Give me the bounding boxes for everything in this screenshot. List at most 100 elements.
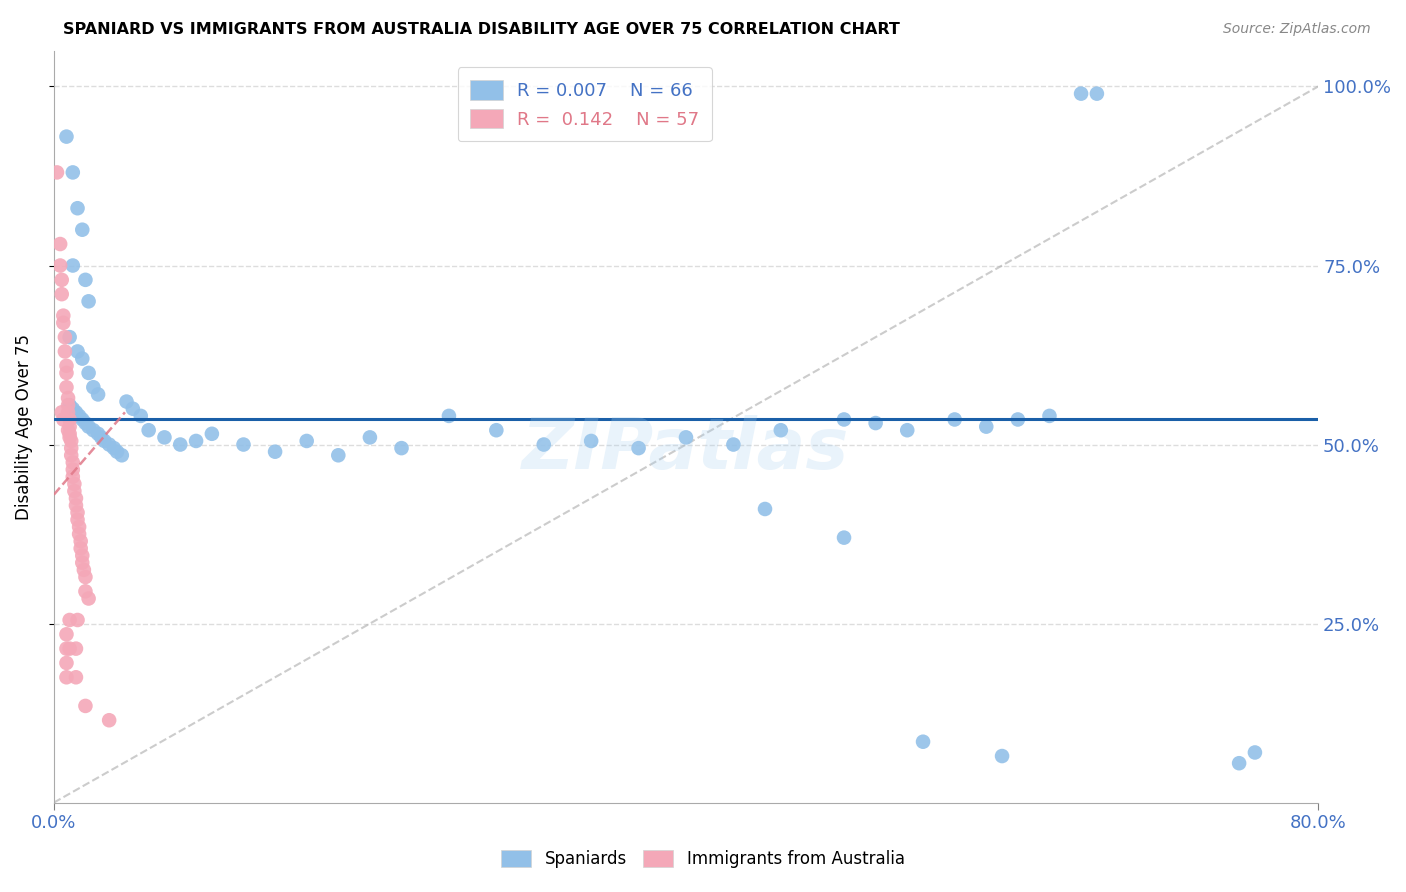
Point [437,409,460,423]
Point [62,469,84,483]
Point [77,591,100,606]
Point [59,430,82,444]
Point [232,437,254,451]
Point [75,416,97,430]
Point [723,437,745,451]
Point [51,273,73,287]
Point [974,419,997,434]
Point [67,527,90,541]
Point [295,434,318,448]
Point [98,713,121,727]
Point [65,405,87,419]
Text: Source: ZipAtlas.com: Source: ZipAtlas.com [1223,22,1371,37]
Point [63,477,86,491]
Point [59,398,82,412]
Point [56,398,79,412]
Point [53,344,76,359]
Point [77,366,100,380]
Point [391,441,413,455]
Point [627,441,650,455]
Point [865,416,887,430]
Point [943,412,966,426]
Point [832,412,855,426]
Point [51,405,73,419]
Point [62,259,84,273]
Point [66,506,89,520]
Point [90,430,112,444]
Point [65,491,87,506]
Point [896,423,918,437]
Point [66,513,89,527]
Point [169,437,191,451]
Point [1007,412,1029,426]
Point [65,499,87,513]
Point [201,426,224,441]
Point [75,570,97,584]
Point [67,520,90,534]
Point [55,656,77,670]
Point [60,441,83,455]
Point [485,423,508,437]
Point [59,412,82,426]
Point [52,412,75,426]
Point [533,437,555,451]
Point [49,259,72,273]
Point [62,455,84,469]
Point [1227,756,1250,771]
Point [49,237,72,252]
Point [72,412,94,426]
Text: ZIPatlas: ZIPatlas [522,415,849,483]
Point [115,394,138,409]
Point [69,534,91,549]
Point [65,641,87,656]
Point [87,387,110,401]
Y-axis label: Disability Age Over 75: Disability Age Over 75 [15,334,32,520]
Point [82,423,104,437]
Point [72,549,94,563]
Point [75,698,97,713]
Point [63,484,86,499]
Point [62,165,84,179]
Point [1085,87,1108,101]
Point [56,405,79,419]
Point [87,426,110,441]
Point [60,448,83,462]
Point [832,531,855,545]
Point [111,448,134,462]
Point [66,201,89,215]
Point [769,423,792,437]
Point [1038,409,1060,423]
Point [60,434,83,448]
Point [46,165,69,179]
Point [55,641,77,656]
Point [72,351,94,366]
Point [675,430,697,444]
Point [138,423,160,437]
Point [1070,87,1092,101]
Point [53,330,76,344]
Point [59,330,82,344]
Text: SPANIARD VS IMMIGRANTS FROM AUSTRALIA DISABILITY AGE OVER 75 CORRELATION CHART: SPANIARD VS IMMIGRANTS FROM AUSTRALIA DI… [63,22,900,37]
Point [359,430,381,444]
Legend: R = 0.007    N = 66, R =  0.142    N = 57: R = 0.007 N = 66, R = 0.142 N = 57 [458,67,711,141]
Point [105,444,128,458]
Point [66,344,89,359]
Point [59,613,82,627]
Point [69,541,91,556]
Point [153,430,176,444]
Point [51,287,73,301]
Point [55,380,77,394]
Point [754,502,776,516]
Point [184,434,207,448]
Point [1244,746,1267,760]
Point [75,273,97,287]
Point [73,563,96,577]
Point [912,735,935,749]
Point [59,419,82,434]
Point [56,423,79,437]
Point [56,391,79,405]
Point [72,556,94,570]
Point [103,441,125,455]
Point [62,462,84,476]
Point [579,434,602,448]
